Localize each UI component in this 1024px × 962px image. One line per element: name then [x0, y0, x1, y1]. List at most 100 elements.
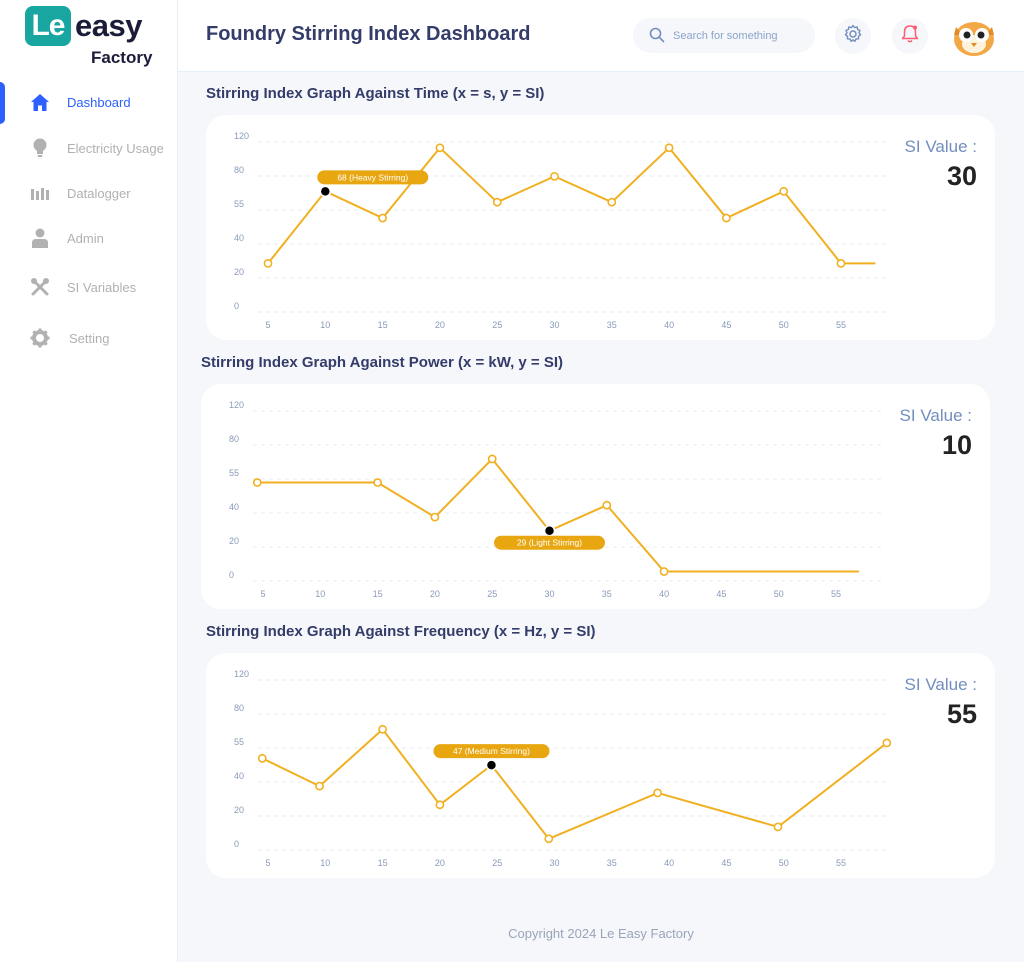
data-point[interactable] — [722, 213, 731, 223]
chart-card-power: 120 80 55 40 20 0 5 10 15 20 25 30 35 40 45 50 55 29 (Lig… — [201, 384, 990, 609]
sidebar-item-electricity-usage[interactable]: Electricity Usage — [0, 128, 178, 168]
data-point[interactable] — [836, 258, 846, 268]
search-bar[interactable] — [633, 18, 815, 53]
line-chart-power[interactable]: 120 80 55 40 20 0 5 10 15 20 25 30 35 40 45 50 55 29 (Lig… — [201, 384, 990, 609]
section-title-power: Stirring Index Graph Against Power (x = … — [201, 354, 564, 371]
x-tick-label: 15 — [378, 858, 388, 868]
tooltip-bubble — [494, 535, 605, 550]
x-tick-label: 55 — [836, 320, 846, 330]
gear-icon — [30, 328, 50, 348]
gear-icon — [843, 24, 863, 49]
section-title-frequency: Stirring Index Graph Against Frequency (… — [206, 623, 596, 640]
data-point[interactable] — [882, 738, 892, 748]
x-tick-label: 20 — [435, 320, 445, 330]
data-point[interactable] — [378, 213, 387, 223]
x-tick-label: 5 — [265, 858, 270, 868]
chart-card-frequency: 120 80 55 40 20 0 5 10 15 20 25 30 35 40 45 50 55 47 (Med… — [206, 653, 995, 878]
series-line — [261, 728, 888, 840]
y-tick-label: 55 — [229, 468, 239, 478]
notifications-button[interactable] — [892, 18, 928, 54]
x-tick-label: 25 — [487, 589, 497, 599]
settings-button[interactable] — [835, 18, 871, 54]
data-point[interactable] — [430, 512, 440, 522]
sidebar-item-dashboard[interactable]: Dashboard — [0, 82, 178, 122]
x-tick-label: 25 — [492, 320, 502, 330]
y-tick-label: 120 — [229, 400, 244, 410]
data-point[interactable] — [315, 781, 324, 791]
x-tick-label: 20 — [430, 589, 440, 599]
x-tick-label: 40 — [659, 589, 669, 599]
si-value: 10 — [941, 430, 972, 460]
x-tick-label: 55 — [836, 858, 846, 868]
data-point[interactable] — [602, 500, 612, 510]
data-point[interactable] — [544, 834, 554, 844]
y-tick-label: 40 — [234, 771, 244, 781]
avatar[interactable] — [952, 17, 996, 57]
data-point[interactable] — [653, 788, 663, 798]
x-tick-label: 55 — [831, 589, 841, 599]
footer-copyright: Copyright 2024 Le Easy Factory — [508, 926, 694, 941]
y-tick-label: 20 — [234, 805, 244, 815]
data-point[interactable] — [659, 567, 669, 576]
highlighted-data-point[interactable] — [319, 185, 332, 198]
y-tick-label: 0 — [229, 570, 234, 580]
x-tick-label: 30 — [544, 589, 554, 599]
data-point[interactable] — [378, 724, 387, 734]
home-icon — [30, 92, 50, 112]
tooltip-text: 29 (Light Stirring) — [517, 538, 582, 548]
data-point[interactable] — [492, 197, 502, 207]
y-tick-label: 0 — [234, 839, 239, 849]
series-line — [257, 457, 859, 573]
section-title-time: Stirring Index Graph Against Time (x = s… — [206, 85, 545, 102]
x-tick-label: 30 — [549, 858, 559, 868]
data-point[interactable] — [257, 753, 267, 763]
tools-icon — [30, 277, 50, 297]
data-point[interactable] — [773, 822, 783, 832]
sidebar-item-datalogger[interactable]: Datalogger — [0, 173, 178, 213]
si-value: 30 — [946, 161, 977, 191]
sidebar-item-label: Datalogger — [67, 185, 131, 201]
data-point[interactable] — [252, 478, 262, 487]
sidebar-item-admin[interactable]: Admin — [0, 218, 178, 258]
x-tick-label: 10 — [320, 320, 330, 330]
x-tick-label: 35 — [607, 320, 617, 330]
line-chart-time[interactable]: 120 80 55 40 20 0 5 10 15 20 25 30 35 40 45 50 55 68 (Hea… — [206, 115, 995, 340]
y-tick-label: 20 — [229, 536, 239, 546]
sidebar-item-label: Admin — [67, 230, 104, 246]
x-tick-label: 15 — [373, 589, 383, 599]
data-point[interactable] — [373, 478, 382, 487]
si-value-label: SI Value : — [899, 406, 972, 425]
logo-mark: Le — [25, 6, 71, 46]
sidebar-item-si-variables[interactable]: SI Variables — [0, 267, 178, 307]
y-tick-label: 120 — [234, 131, 249, 141]
x-tick-label: 35 — [602, 589, 612, 599]
highlighted-data-point[interactable] — [485, 759, 498, 771]
tooltip-bubble — [433, 744, 550, 759]
bar-chart-icon — [30, 183, 50, 203]
x-tick-label: 35 — [607, 858, 617, 868]
data-point[interactable] — [550, 171, 559, 181]
page-title: Foundry Stirring Index Dashboard — [206, 23, 531, 45]
x-tick-label: 50 — [779, 320, 789, 330]
bell-icon — [901, 24, 919, 49]
brand-logo[interactable]: Le easy Factory — [25, 6, 155, 68]
data-point[interactable] — [435, 800, 445, 810]
search-input[interactable] — [673, 18, 808, 53]
x-tick-label: 50 — [779, 858, 789, 868]
search-icon — [649, 27, 665, 48]
sidebar-item-label: Setting — [69, 330, 110, 346]
active-indicator — [0, 82, 5, 124]
sidebar-item-setting[interactable]: Setting — [0, 318, 178, 358]
highlighted-data-point[interactable] — [543, 524, 556, 537]
line-chart-frequency[interactable]: 120 80 55 40 20 0 5 10 15 20 25 30 35 40 45 50 55 47 (Med… — [206, 653, 995, 878]
data-point[interactable] — [779, 186, 789, 196]
sidebar: Le easy Factory Dashboard Electricity Us… — [0, 0, 178, 962]
tooltip-text: 68 (Heavy Stirring) — [337, 172, 408, 182]
data-point[interactable] — [435, 143, 445, 153]
y-tick-label: 120 — [234, 669, 249, 679]
data-point[interactable] — [664, 143, 674, 153]
data-point[interactable] — [487, 454, 497, 464]
series-line — [267, 146, 876, 265]
data-point[interactable] — [263, 258, 273, 268]
data-point[interactable] — [607, 197, 617, 207]
